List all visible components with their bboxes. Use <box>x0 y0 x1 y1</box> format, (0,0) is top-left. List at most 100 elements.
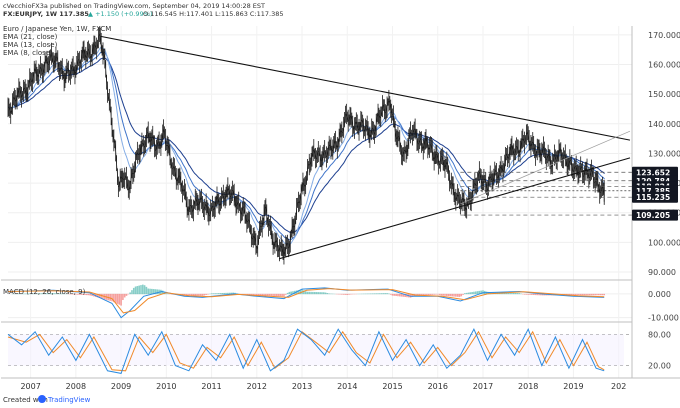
x-tick-label: 2016 <box>428 382 448 391</box>
macd-histogram-bar <box>218 293 220 295</box>
macd-histogram-bar <box>196 293 198 296</box>
macd-histogram-bar <box>24 293 26 295</box>
price-pane <box>7 26 631 265</box>
macd-histogram-bar <box>386 293 388 295</box>
macd-histogram-bar <box>409 293 412 298</box>
macd-histogram-bar <box>152 289 155 295</box>
trendline <box>100 35 631 141</box>
macd-histogram-bar <box>388 293 390 295</box>
y-tick-label: 130.000 <box>648 149 680 158</box>
macd-histogram-bar <box>337 293 340 295</box>
stoch-tick-label: 20.00 <box>648 362 671 371</box>
macd-histogram-bar <box>147 288 150 295</box>
macd-histogram-bar <box>227 292 229 295</box>
macd-histogram-bar <box>592 293 595 296</box>
macd-histogram-bar <box>324 292 327 295</box>
macd-histogram-bar <box>189 293 191 296</box>
macd-histogram-bar <box>51 293 54 295</box>
macd-histogram-bar <box>601 293 604 296</box>
price-level-tag: 123.652 <box>632 166 678 178</box>
macd-histogram-bar <box>29 293 32 295</box>
macd-histogram-bar <box>431 293 434 295</box>
macd-histogram-bar <box>143 285 146 295</box>
macd-histogram-bar <box>411 293 414 297</box>
macd-histogram-bar <box>460 293 463 297</box>
macd-histogram-bar <box>433 293 435 295</box>
macd-histogram-bar <box>210 293 213 295</box>
macd-histogram-bar <box>138 285 140 295</box>
macd-histogram-bar <box>113 293 115 303</box>
time-axis: 2007 2008 2009 2010 2011 2012 2013 2014 2015 2016… <box>20 382 626 391</box>
macd-histogram-bar <box>304 291 307 295</box>
legend-ema13: EMA (13, close) <box>3 41 58 49</box>
macd-histogram-bar <box>464 293 466 295</box>
stoch-tick-label: 80.00 <box>648 330 671 339</box>
macd-histogram-bar <box>424 293 426 296</box>
macd-histogram-bar <box>246 293 249 295</box>
macd-histogram-bar <box>512 292 515 295</box>
macd-histogram-bar <box>198 293 200 296</box>
x-tick-label: 2014 <box>337 382 357 391</box>
macd-histogram-bar <box>449 293 452 297</box>
price-line <box>7 33 605 255</box>
macd-histogram-bar <box>462 293 464 295</box>
tradingview-logo-icon <box>38 395 46 403</box>
macd-histogram-bar <box>596 293 598 296</box>
macd-histogram-bar <box>453 293 455 297</box>
macd-histogram-bar <box>281 293 283 297</box>
macd-histogram-bar <box>111 293 113 302</box>
macd-histogram-bar <box>132 287 135 295</box>
macd-histogram-bar <box>317 292 320 295</box>
macd-histogram-bar <box>509 292 511 295</box>
macd-histogram-bar <box>313 291 316 295</box>
macd-histogram-bar <box>379 293 381 295</box>
macd-histogram-bar <box>491 292 493 295</box>
macd-histogram-bar <box>60 293 63 295</box>
y-tick-label: 140.000 <box>648 120 680 129</box>
x-tick-label: 2008 <box>66 382 86 391</box>
macd-histogram-bar <box>541 293 544 296</box>
macd-histogram-bar <box>534 293 537 296</box>
macd-histogram-bar <box>350 293 352 295</box>
macd-histogram-bar <box>368 293 370 295</box>
macd-histogram-bar <box>187 293 189 296</box>
macd-histogram-bar <box>256 293 258 296</box>
macd-histogram-bar <box>422 293 425 296</box>
macd-histogram-bar <box>156 289 159 295</box>
macd-histogram-bar <box>161 290 164 295</box>
price-level-tag: 115.235 <box>632 191 678 203</box>
x-tick-label: 2013 <box>292 382 312 391</box>
macd-histogram-bar <box>458 293 461 297</box>
macd-histogram-bar <box>328 293 330 295</box>
macd-histogram-bar <box>590 293 593 296</box>
macd-histogram-bar <box>398 293 401 297</box>
macd-histogram-bar <box>275 293 278 297</box>
y-tick-label: 100.000 <box>648 238 680 247</box>
macd-histogram-bar <box>489 291 492 295</box>
macd-histogram-bar <box>20 293 23 295</box>
macd-histogram-bar <box>277 293 280 297</box>
legend-ema8: EMA (8, close) <box>3 49 53 57</box>
macd-histogram-bar <box>346 293 349 295</box>
macd-histogram-bar <box>465 292 468 295</box>
macd-histogram-bar <box>288 291 291 295</box>
macd-histogram-bar <box>40 293 43 295</box>
macd-histogram-bar <box>445 293 448 296</box>
macd-histogram-bar <box>503 292 506 295</box>
macd-histogram-bar <box>326 293 329 295</box>
macd-histogram-bar <box>216 293 218 295</box>
ohlc-label: O:116.545 H:117.401 L:115.863 C:117.385 <box>143 10 284 18</box>
macd-histogram-bar <box>569 293 571 296</box>
macd-histogram-bar <box>194 293 197 296</box>
macd-histogram-bar <box>377 293 379 295</box>
x-tick-label: 2012 <box>247 382 267 391</box>
macd-histogram-bar <box>116 293 119 304</box>
macd-histogram-bar <box>310 291 312 295</box>
macd-histogram-bar <box>205 293 207 295</box>
symbol-label: FX:EURJPY, 1W 117.385 <box>3 10 89 18</box>
macd-title: MACD (12, 26, close, 9) <box>3 288 86 296</box>
macd-histogram-bar <box>397 293 399 297</box>
macd-histogram-bar <box>268 293 271 296</box>
macd-histogram-bar <box>98 293 101 298</box>
